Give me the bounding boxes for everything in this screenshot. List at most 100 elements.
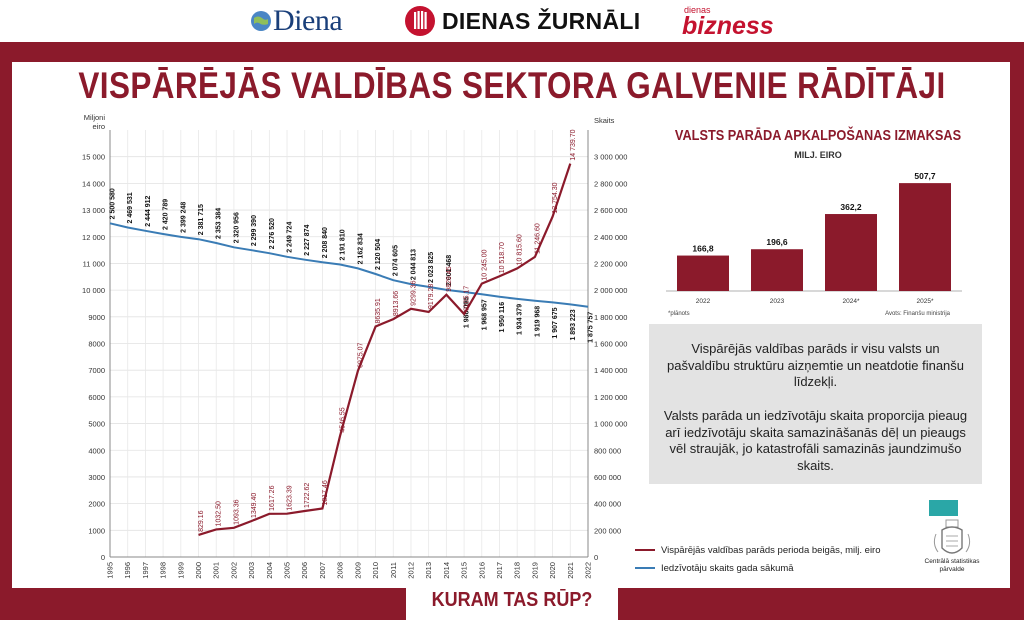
footer-tab-label: KURAM TAS RŪP? [431,589,593,611]
data-label-debt: 8635.91 [375,298,382,323]
legend-label-population: Iedzīvotāju skaits gada sākumā [661,562,794,574]
globe-icon [251,11,271,31]
x-tick-label: 2013 [424,562,433,579]
x-tick-label: 2016 [477,562,486,579]
data-label-population: 1 934 379 [517,304,524,335]
data-label-debt: 1617.26 [269,485,276,510]
data-label-debt: 10 518.70 [499,242,506,273]
y-right-tick-label: 2 800 000 [594,179,627,188]
data-label-population: 2 420 789 [163,199,170,230]
y-right-tick-label: 2 000 000 [594,286,627,295]
x-tick-label: 2005 [283,562,292,579]
y-left-tick-label: 14 000 [82,179,105,188]
data-label-population: 2 353 384 [216,208,223,239]
y-left-tick-label: 15 000 [82,153,105,162]
bar [825,214,877,291]
csp-label-line1: Centrālā statistikas [924,558,980,565]
data-label-debt: 9299.36 [410,280,417,305]
y-left-tick-label: 8000 [88,340,105,349]
x-tick-label: 2000 [194,562,203,579]
y-right-axis-label: Skaits [594,116,615,125]
bar-category-label: 2022 [696,298,711,305]
y-left-tick-label: 13 000 [82,206,105,215]
info-paragraph-2: Valsts parāda un iedzīvotāju skaita prop… [663,408,968,473]
data-label-debt: 9829.45 [446,266,453,291]
data-label-debt: 829.16 [198,510,205,532]
series-line-debt [198,163,572,536]
y-right-tick-label: 200 000 [594,526,621,535]
y-left-tick-label: 2000 [88,500,105,509]
y-left-tick-label: 1000 [88,526,105,535]
x-tick-label: 2009 [353,562,362,579]
x-tick-label: 1997 [141,562,150,579]
data-label-debt: 1817.46 [322,480,329,505]
magazine-stack-icon [405,6,435,36]
data-label-population: 2 299 390 [251,215,258,246]
x-tick-label: 2021 [566,562,575,579]
data-label-population: 1 950 116 [499,302,506,333]
data-label-population: 2 500 580 [110,188,117,219]
legend-swatch-population [635,567,655,569]
data-label-population: 1 875 757 [588,312,595,343]
y-left-tick-label: 6000 [88,393,105,402]
dienas-bizness-logo[interactable]: dienas bizness [682,4,774,38]
data-label-population: 2 249 724 [287,222,294,253]
bar-value-label: 166,8 [692,244,714,254]
data-label-population: 2 381 715 [198,204,205,235]
bar-category-label: 2025* [917,298,934,305]
x-tick-label: 2010 [371,562,380,579]
x-tick-label: 2014 [442,562,451,579]
y-right-tick-label: 3 000 000 [594,153,627,162]
y-left-tick-label: 3000 [88,473,105,482]
diena-logo[interactable]: Diena [250,4,343,38]
bar-chart-title: VALSTS PARĀDA APKALPOŠANAS IZMAKSAS [674,127,962,144]
data-label-population: 1 919 968 [534,306,541,337]
series-line-population [109,222,589,308]
x-tick-label: 2012 [406,562,415,579]
diena-logo-text: Diena [273,4,343,37]
data-label-debt: 10 815.60 [517,234,524,265]
y-right-tick-label: 2 400 000 [594,233,627,242]
bar-value-label: 507,7 [914,171,936,181]
x-tick-label: 2003 [247,562,256,579]
y-right-tick-label: 1 000 000 [594,420,627,429]
teal-block [929,500,958,516]
x-tick-label: 2002 [229,562,238,579]
y-right-tick-label: 2 600 000 [594,206,627,215]
y-right-tick-label: 600 000 [594,473,621,482]
data-label-population: 1 893 223 [570,309,577,340]
y-left-tick-label: 7000 [88,366,105,375]
x-tick-label: 2022 [584,562,593,579]
dienas-zurnali-logo[interactable]: DIENAS ŽURNĀLI [404,4,640,38]
data-label-population: 1 968 957 [481,299,488,330]
info-box: Vispārējās valdības parāds ir visu valst… [649,324,982,484]
y-right-tick-label: 2 200 000 [594,259,627,268]
dienas-bizness-bottom: bizness [682,11,774,40]
y-right-tick-label: 1 200 000 [594,393,627,402]
info-paragraph-1: Vispārējās valdības parāds ir visu valst… [666,341,965,389]
data-label-debt: 9105.17 [464,286,471,311]
data-label-population: 2 001 468 [446,255,453,286]
data-label-population: 2 162 834 [357,233,364,264]
x-tick-label: 2001 [212,562,221,579]
x-tick-label: 2017 [495,562,504,579]
data-label-debt: 12 754.30 [552,182,559,213]
data-label-population: 2 191 810 [340,229,347,260]
data-label-debt: 14 739.70 [570,129,577,160]
data-label-debt: 6975.07 [357,342,364,367]
brand-bar: Diena DIENAS ŽURNĀLI dienas bizness [0,0,1024,42]
data-label-debt: 1093.36 [233,499,240,524]
data-label-population: 2 074 605 [393,245,400,276]
x-tick-label: 1999 [176,562,185,579]
data-label-debt: 1349.40 [251,493,258,518]
x-tick-label: 1995 [106,562,115,579]
x-tick-label: 2019 [530,562,539,579]
x-tick-label: 2018 [513,562,522,579]
data-label-debt: 9179.28 [428,284,435,309]
y-left-tick-label: 4000 [88,446,105,455]
y-left-tick-label: 5000 [88,420,105,429]
data-label-debt: 11 246.60 [534,223,541,254]
data-label-population: 2 276 520 [269,218,276,249]
x-tick-label: 2007 [318,562,327,579]
data-label-population: 2 320 956 [233,212,240,243]
